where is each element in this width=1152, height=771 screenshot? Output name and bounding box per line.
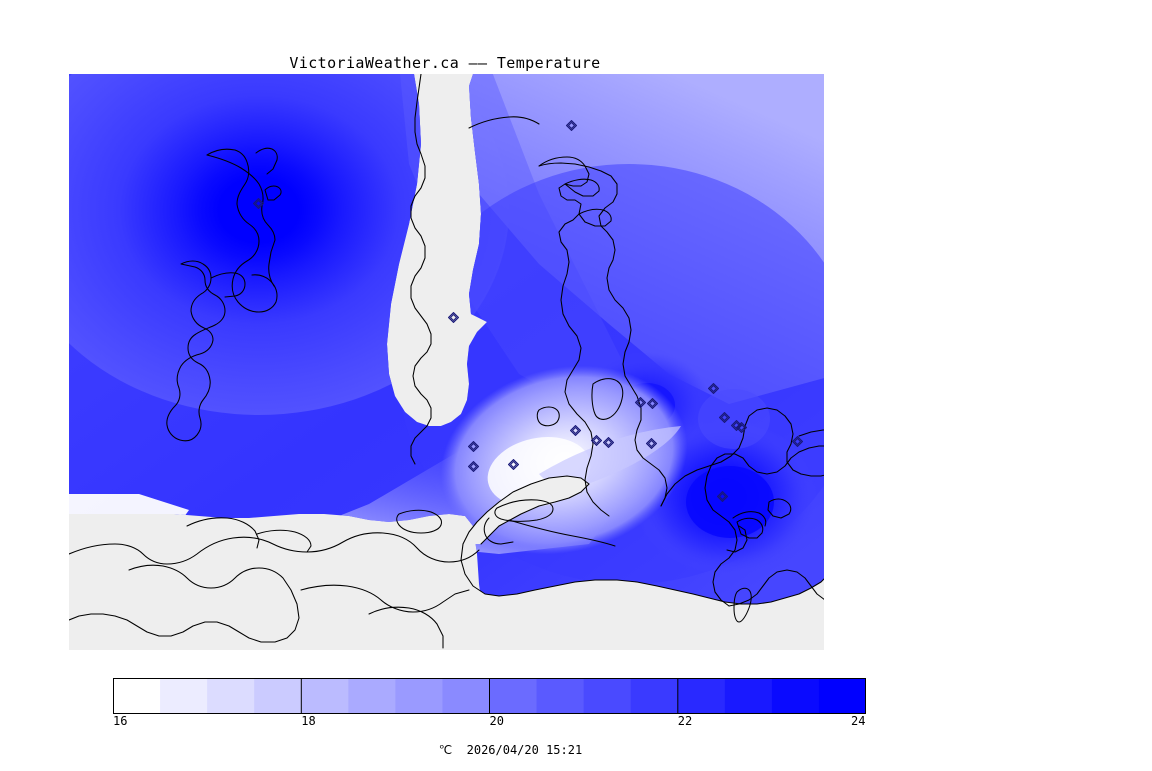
colorbar-band — [160, 679, 208, 713]
coastline-far-east — [798, 429, 824, 437]
colorbar[interactable] — [113, 678, 866, 714]
contour-core-northwest — [69, 74, 509, 415]
coastline-island-nw-west — [206, 148, 278, 313]
coastline-east-peninsula-south — [728, 569, 824, 607]
colorbar-tick-label: 22 — [677, 714, 693, 728]
colorbar-band — [395, 679, 444, 713]
land-south-mainland — [69, 476, 824, 650]
coastline-island-nw-bay — [264, 185, 282, 201]
coastline-north-tip-lobe-b — [578, 208, 612, 227]
landmasses — [69, 476, 824, 650]
colorbar-band — [301, 679, 349, 713]
contour-core-southeast-inner — [686, 466, 774, 538]
coastline-island-sw — [166, 260, 226, 442]
contour-pocket-east — [698, 389, 770, 449]
colorbar-band — [583, 679, 632, 713]
coastline-island-nw-east — [206, 154, 276, 287]
coastline-north-top — [468, 116, 540, 129]
coastline-south-island-east — [300, 584, 470, 613]
colorbar-band — [442, 679, 491, 713]
coastline-north-arm-east — [538, 162, 668, 507]
coastline-west-mainland — [410, 74, 432, 465]
coastline-east-bay-inner — [736, 517, 764, 539]
coastline-south-island-nw-spur — [256, 529, 312, 553]
colorbar-caption: ℃ 2026/04/20 15:21 — [0, 729, 1152, 771]
coastline-islet-center-a — [536, 406, 560, 427]
colorbar-band — [113, 679, 161, 713]
colorbar-band — [489, 679, 538, 713]
coastline-islet-center-b — [591, 378, 624, 420]
coastline-island-sw-spur — [210, 272, 246, 298]
coastline-east-peninsula-north — [660, 407, 824, 507]
colorbar-band-group — [113, 679, 866, 713]
coastline-north-arm-west — [538, 156, 610, 517]
coastline-spit-ridge — [508, 519, 616, 547]
colorbar-axis: 16 18 20 22 24 — [0, 714, 1152, 732]
coastline-south-island-south — [69, 564, 300, 643]
colorbar-tick-label: 20 — [489, 714, 504, 728]
coastline-south-island-se — [368, 606, 444, 649]
colorbar-tick-label: 24 — [851, 714, 866, 728]
colorbar-tick-label: 16 — [113, 714, 128, 728]
coastline-south-island-north — [69, 532, 480, 565]
coastline-south-island-nw-lobe — [186, 517, 260, 549]
colorbar-tick-label: 18 — [301, 714, 316, 728]
coastline-spit-central — [494, 499, 554, 522]
colorbar-band — [207, 679, 255, 713]
coastline-island-nw-north-lobe — [255, 147, 278, 175]
colorbar-band — [536, 679, 585, 713]
colorbar-band — [348, 679, 396, 713]
colorbar-frame — [113, 678, 866, 714]
coastline-islet-east — [767, 498, 792, 519]
coastline-east-peninsula-bay — [704, 445, 824, 607]
coastline-islet-west — [396, 509, 442, 534]
coastline-south-mainland-south — [460, 543, 824, 605]
colorbar-tick-group — [300, 679, 679, 713]
coastline-east-bay-lip — [732, 511, 767, 527]
coastline-south-mainland-inlet — [462, 475, 590, 545]
coastline-spit-tail — [483, 517, 514, 545]
coastline-east-inlet — [726, 525, 748, 553]
colorbar-band — [677, 679, 726, 713]
temperature-contour-map[interactable] — [69, 74, 824, 650]
coastline-north-tip-lobe-a — [564, 178, 600, 197]
colorbar-caption-text: ℃ 2026/04/20 15:21 — [438, 743, 583, 757]
colorbar-band — [254, 679, 302, 713]
colorbar-swatches[interactable] — [113, 678, 866, 714]
colorbar-band — [818, 679, 866, 713]
map-panel[interactable] — [69, 74, 824, 650]
coastline-south-mainland-nw — [480, 483, 590, 545]
colorbar-band — [771, 679, 820, 713]
colorbar-band — [630, 679, 679, 713]
coastline-islet-southeast — [733, 587, 752, 623]
page-title: VictoriaWeather.ca —— Temperature — [289, 54, 601, 72]
contour-cool-tongue — [539, 426, 681, 487]
colorbar-band — [724, 679, 773, 713]
coastlines — [69, 74, 824, 649]
